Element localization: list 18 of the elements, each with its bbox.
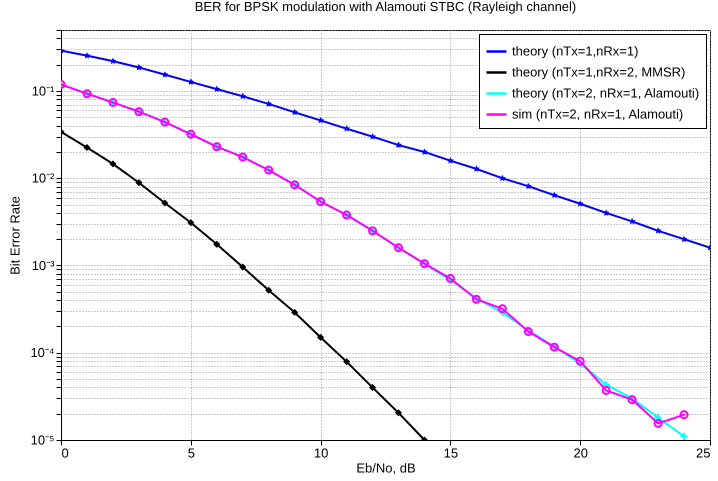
x-axis-title: Eb/No, dB	[356, 460, 416, 476]
y-tick-label: 10⁻⁵	[30, 432, 54, 448]
y-axis-title: Bit Error Rate	[7, 196, 22, 275]
chart-title: BER for BPSK modulation with Alamouti STBC (Rayleigh channel)	[194, 0, 576, 14]
x-tick-label: 0	[62, 446, 69, 460]
x-tick-label: 15	[444, 446, 458, 460]
legend-label: theory (nTx=1,nRx=2, MMSR)	[512, 64, 686, 80]
x-tick-label: 5	[188, 446, 195, 460]
y-tick-label: 10⁻³	[32, 258, 56, 273]
legend-label: theory (nTx=2, nRx=1, Alamouti)	[512, 86, 700, 100]
legend-label: sim (nTx=2, nRx=1, Alamouti)	[512, 106, 684, 122]
y-tick-label: 10⁻¹	[32, 83, 56, 98]
x-tick-label: 20	[573, 446, 588, 460]
x-tick-label: 10	[314, 446, 328, 460]
y-tick-label: 10⁻⁴	[30, 345, 54, 360]
y-tick-label: 10⁻²	[32, 170, 56, 186]
legend-label: theory (nTx=1,nRx=1)	[512, 44, 638, 58]
x-tick-label: 25	[696, 446, 710, 460]
